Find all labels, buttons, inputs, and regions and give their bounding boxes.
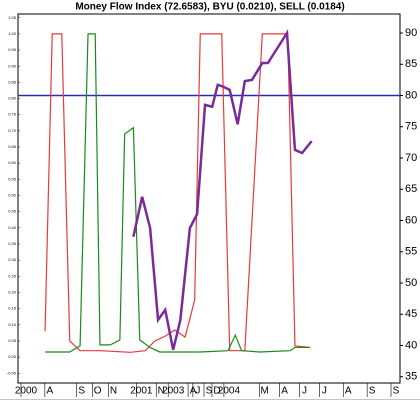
- y-tick-label: 0.75: [8, 112, 17, 117]
- y2-tick-label: 75: [405, 121, 417, 133]
- x-tick-label: A: [281, 386, 288, 397]
- x-tick-label: M: [261, 386, 269, 397]
- x-tick-label: A: [190, 386, 197, 397]
- series-line: [132, 29, 313, 351]
- x-tick-label: J: [302, 386, 307, 397]
- y-tick-label: 0.20: [8, 290, 17, 295]
- y-tick-label: 0.10: [8, 322, 17, 327]
- x-tick-label: O: [94, 386, 102, 397]
- y-tick-label: 0.40: [8, 225, 17, 230]
- series-line: [44, 33, 311, 353]
- y-tick-label: 0.70: [8, 128, 17, 133]
- x-tick-label: J: [195, 386, 200, 397]
- y-tick-label: 0.25: [8, 273, 17, 278]
- y-tick-label: 0.95: [8, 47, 17, 52]
- x-tick-label: S: [369, 386, 376, 397]
- y2-tick-label: 85: [405, 58, 417, 70]
- chart-title: Money Flow Index (72.6583), BYU (0.0210)…: [75, 2, 344, 13]
- y-tick-label: 0.85: [8, 79, 17, 84]
- x-tick-label: 2004: [218, 386, 241, 397]
- y2-tick-label: 80: [405, 89, 417, 101]
- y-tick-label: 1.00: [8, 31, 17, 36]
- x-tick-label: S: [206, 386, 213, 397]
- series-line: [45, 33, 311, 353]
- y-tick-label: 0.65: [8, 144, 17, 149]
- x-tick-label: S: [78, 386, 85, 397]
- y2-tick-label: 70: [405, 152, 417, 164]
- y-tick-label: 0.55: [8, 176, 17, 181]
- x-tick-label: 2000: [15, 386, 38, 397]
- y-tick-label: 0.80: [8, 96, 17, 101]
- y2-tick-label: 60: [405, 214, 417, 226]
- x-tick-label: N: [158, 386, 165, 397]
- x-tick-label: S: [393, 386, 400, 397]
- y2-tick-label: 40: [405, 339, 417, 351]
- x-tick-label: A: [46, 386, 53, 397]
- y2-tick-label: 50: [405, 277, 417, 289]
- y-tick-label: 0.35: [8, 241, 17, 246]
- y2-tick-label: 55: [405, 246, 417, 258]
- y-tick-label: 0.90: [8, 63, 17, 68]
- y-tick-label: 0.45: [8, 209, 17, 214]
- y-tick-label: 0.30: [8, 257, 17, 262]
- y-tick-label: 0.60: [8, 160, 17, 165]
- y-tick-label: 0.15: [8, 306, 17, 311]
- x-tick-label: A: [345, 386, 352, 397]
- x-tick-label: 2003: [162, 386, 185, 397]
- y-tick-label: 1.05: [8, 15, 17, 20]
- y2-tick-label: 45: [405, 308, 417, 320]
- x-tick-label: J: [322, 386, 327, 397]
- x-tick-label: 2001: [130, 386, 153, 397]
- x-tick-label: D: [213, 386, 220, 397]
- y-tick-label: 0.00: [8, 354, 17, 359]
- plot-frame: [17, 13, 401, 384]
- y-tick-label: 0.05: [8, 338, 17, 343]
- y2-tick-label: 35: [405, 371, 417, 383]
- y-tick-label: 0.50: [8, 193, 17, 198]
- x-tick-label: N: [110, 386, 117, 397]
- y2-tick-label: 65: [405, 183, 417, 195]
- y-tick-label: -0.05: [7, 370, 17, 375]
- y2-tick-label: 90: [405, 27, 417, 39]
